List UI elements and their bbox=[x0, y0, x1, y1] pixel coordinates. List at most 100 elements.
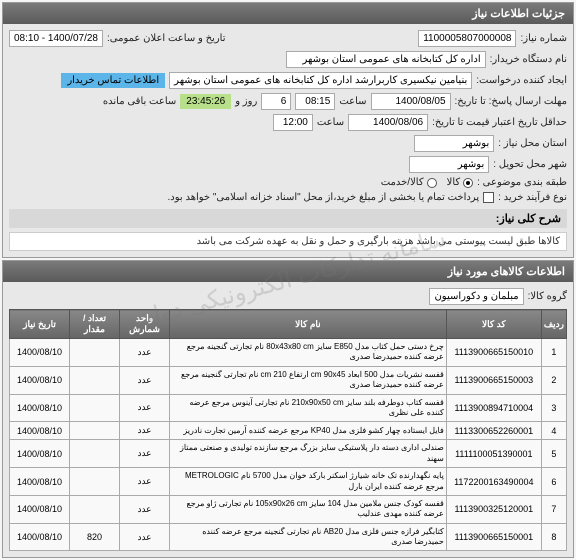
table-row: 81113900665150001کتابگیر فرازه جنس فلزی … bbox=[10, 523, 567, 551]
budget-radio-group: کالا کالا/خدمت bbox=[381, 177, 473, 188]
cell-qty bbox=[70, 468, 120, 496]
cell-code: 1113900325120001 bbox=[446, 495, 541, 523]
cell-qty bbox=[70, 422, 120, 440]
cell-idx: 1 bbox=[541, 339, 566, 367]
remain-timer: 23:45:26 bbox=[180, 94, 231, 109]
cell-unit: عدد bbox=[120, 495, 170, 523]
cell-date: 1400/08/10 bbox=[10, 422, 70, 440]
cell-unit: عدد bbox=[120, 394, 170, 422]
need-number: 1100005807000008 bbox=[418, 30, 516, 47]
table-row: 61172200163490004پایه نگهدارنده تک خانه … bbox=[10, 468, 567, 496]
cell-name: قفسه نشریات مدل 500 ابعاد cm 90x45 ارتفا… bbox=[170, 366, 447, 394]
col-qty: تعداد / مقدار bbox=[70, 310, 120, 339]
cell-date: 1400/08/10 bbox=[10, 523, 70, 551]
need-city-label: شهر محل تحویل : bbox=[493, 159, 567, 170]
buyer-contact-button[interactable]: اطلاعات تماس خریدار bbox=[61, 73, 165, 88]
time-label-1: ساعت bbox=[339, 96, 366, 107]
requester: بنیامین نیکسیری کاربرارشد اداره کل کتابخ… bbox=[169, 72, 472, 89]
validity-date: 1400/08/06 bbox=[348, 114, 428, 131]
cell-idx: 5 bbox=[541, 440, 566, 468]
buyer-org: اداره کل کتابخانه های عمومی استان بوشهر bbox=[286, 51, 486, 68]
time-label-2: ساعت bbox=[317, 117, 344, 128]
items-table: ردیف کد کالا نام کالا واحد شمارش تعداد /… bbox=[9, 309, 567, 551]
cell-idx: 2 bbox=[541, 366, 566, 394]
group-label: گروه کالا: bbox=[528, 291, 567, 302]
cell-date: 1400/08/10 bbox=[10, 468, 70, 496]
cell-idx: 4 bbox=[541, 422, 566, 440]
deadline-answer-label: مهلت ارسال پاسخ: تا تاریخ: bbox=[455, 96, 567, 107]
cell-qty bbox=[70, 394, 120, 422]
radio-kala-label: کالا bbox=[447, 177, 461, 188]
table-row: 51111100051390001صندلی اداری دسته دار پل… bbox=[10, 440, 567, 468]
col-idx: ردیف bbox=[541, 310, 566, 339]
validity-label: حداقل تاریخ اعتبار قیمت تا تاریخ: bbox=[432, 117, 567, 128]
cell-unit: عدد bbox=[120, 366, 170, 394]
cell-name: قفسه کودک جنس ملامین مدل 104 سایز 105x90… bbox=[170, 495, 447, 523]
table-row: 71113900325120001قفسه کودک جنس ملامین مد… bbox=[10, 495, 567, 523]
cell-qty bbox=[70, 440, 120, 468]
cell-qty bbox=[70, 495, 120, 523]
need-state: بوشهر bbox=[414, 135, 494, 152]
cell-code: 1172200163490004 bbox=[446, 468, 541, 496]
cell-unit: عدد bbox=[120, 339, 170, 367]
cell-date: 1400/08/10 bbox=[10, 339, 70, 367]
cell-name: صندلی اداری دسته دار پلاستیکی سایز بزرگ … bbox=[170, 440, 447, 468]
cell-qty bbox=[70, 339, 120, 367]
panel-title: جزئیات اطلاعات نیاز bbox=[3, 3, 573, 24]
cell-idx: 8 bbox=[541, 523, 566, 551]
deadline-answer-time: 08:15 bbox=[295, 93, 335, 110]
description-text: کالاها طبق لیست پیوستی می باشد هزینه بار… bbox=[9, 232, 567, 251]
radio-kala[interactable] bbox=[463, 178, 473, 188]
cell-qty: 820 bbox=[70, 523, 120, 551]
cell-name: چرخ دستی حمل کتاب مدل E850 سایز 80x43x80… bbox=[170, 339, 447, 367]
announce-date-label: تاریخ و ساعت اعلان عمومی: bbox=[107, 33, 226, 44]
cell-idx: 3 bbox=[541, 394, 566, 422]
cell-qty bbox=[70, 366, 120, 394]
validity-time: 12:00 bbox=[273, 114, 313, 131]
radio-khadamat-label: کالا/خدمت bbox=[381, 177, 424, 188]
col-code: کد کالا bbox=[446, 310, 541, 339]
main-panel: جزئیات اطلاعات نیاز شماره نیاز: 11000058… bbox=[2, 2, 574, 258]
cell-name: کتابگیر فرازه جنس فلزی مدل AB20 نام تجار… bbox=[170, 523, 447, 551]
process-label: نوع فرآیند خرید : bbox=[498, 192, 567, 203]
cell-idx: 6 bbox=[541, 468, 566, 496]
cell-date: 1400/08/10 bbox=[10, 440, 70, 468]
requester-label: ایجاد کننده درخواست: bbox=[476, 75, 567, 86]
col-unit: واحد شمارش bbox=[120, 310, 170, 339]
cell-name: پایه نگهدارنده تک خانه شیارژ اسکنر بارکد… bbox=[170, 468, 447, 496]
announce-date: 1400/07/28 - 08:10 bbox=[9, 30, 103, 47]
table-row: 11113900665150010چرخ دستی حمل کتاب مدل E… bbox=[10, 339, 567, 367]
table-row: 21113900665150003قفسه نشریات مدل 500 ابع… bbox=[10, 366, 567, 394]
items-panel: اطلاعات کالاهای مورد نیاز گروه کالا: مبل… bbox=[2, 260, 574, 558]
cell-code: 1111100051390001 bbox=[446, 440, 541, 468]
cell-code: 1113300652260001 bbox=[446, 422, 541, 440]
need-city: بوشهر bbox=[409, 156, 489, 173]
cell-unit: عدد bbox=[120, 422, 170, 440]
col-name: نام کالا bbox=[170, 310, 447, 339]
radio-khadamat[interactable] bbox=[427, 178, 437, 188]
need-state-label: استان محل نیاز : bbox=[498, 138, 567, 149]
cell-code: 1113900894710004 bbox=[446, 394, 541, 422]
cell-date: 1400/08/10 bbox=[10, 495, 70, 523]
table-row: 41113300652260001فایل ایستاده چهار کشو ف… bbox=[10, 422, 567, 440]
process-checkbox[interactable] bbox=[483, 192, 494, 203]
buyer-org-label: نام دستگاه خریدار: bbox=[490, 54, 567, 65]
day-count: 6 bbox=[261, 93, 291, 110]
col-date: تاریخ نیاز bbox=[10, 310, 70, 339]
cell-unit: عدد bbox=[120, 440, 170, 468]
cell-name: فایل ایستاده چهار کشو فلزی مدل KP40 مرجع… bbox=[170, 422, 447, 440]
cell-unit: عدد bbox=[120, 523, 170, 551]
process-note: پرداخت تمام یا بخشی از مبلغ خرید،از محل … bbox=[168, 192, 480, 203]
budget-label: طبقه بندی موضوعی : bbox=[477, 177, 567, 188]
table-row: 31113900894710004قفسه کتاب دوطرفه بلند س… bbox=[10, 394, 567, 422]
cell-code: 1113900665150001 bbox=[446, 523, 541, 551]
cell-code: 1113900665150003 bbox=[446, 366, 541, 394]
cell-date: 1400/08/10 bbox=[10, 394, 70, 422]
need-number-label: شماره نیاز: bbox=[520, 33, 567, 44]
group-value: مبلمان و دکوراسیون bbox=[429, 288, 523, 305]
cell-date: 1400/08/10 bbox=[10, 366, 70, 394]
cell-code: 1113900665150010 bbox=[446, 339, 541, 367]
info-body: شماره نیاز: 1100005807000008 تاریخ و ساع… bbox=[3, 24, 573, 257]
description-label: شرح کلی نیاز: bbox=[9, 209, 567, 228]
remain-label: ساعت باقی مانده bbox=[103, 96, 176, 107]
